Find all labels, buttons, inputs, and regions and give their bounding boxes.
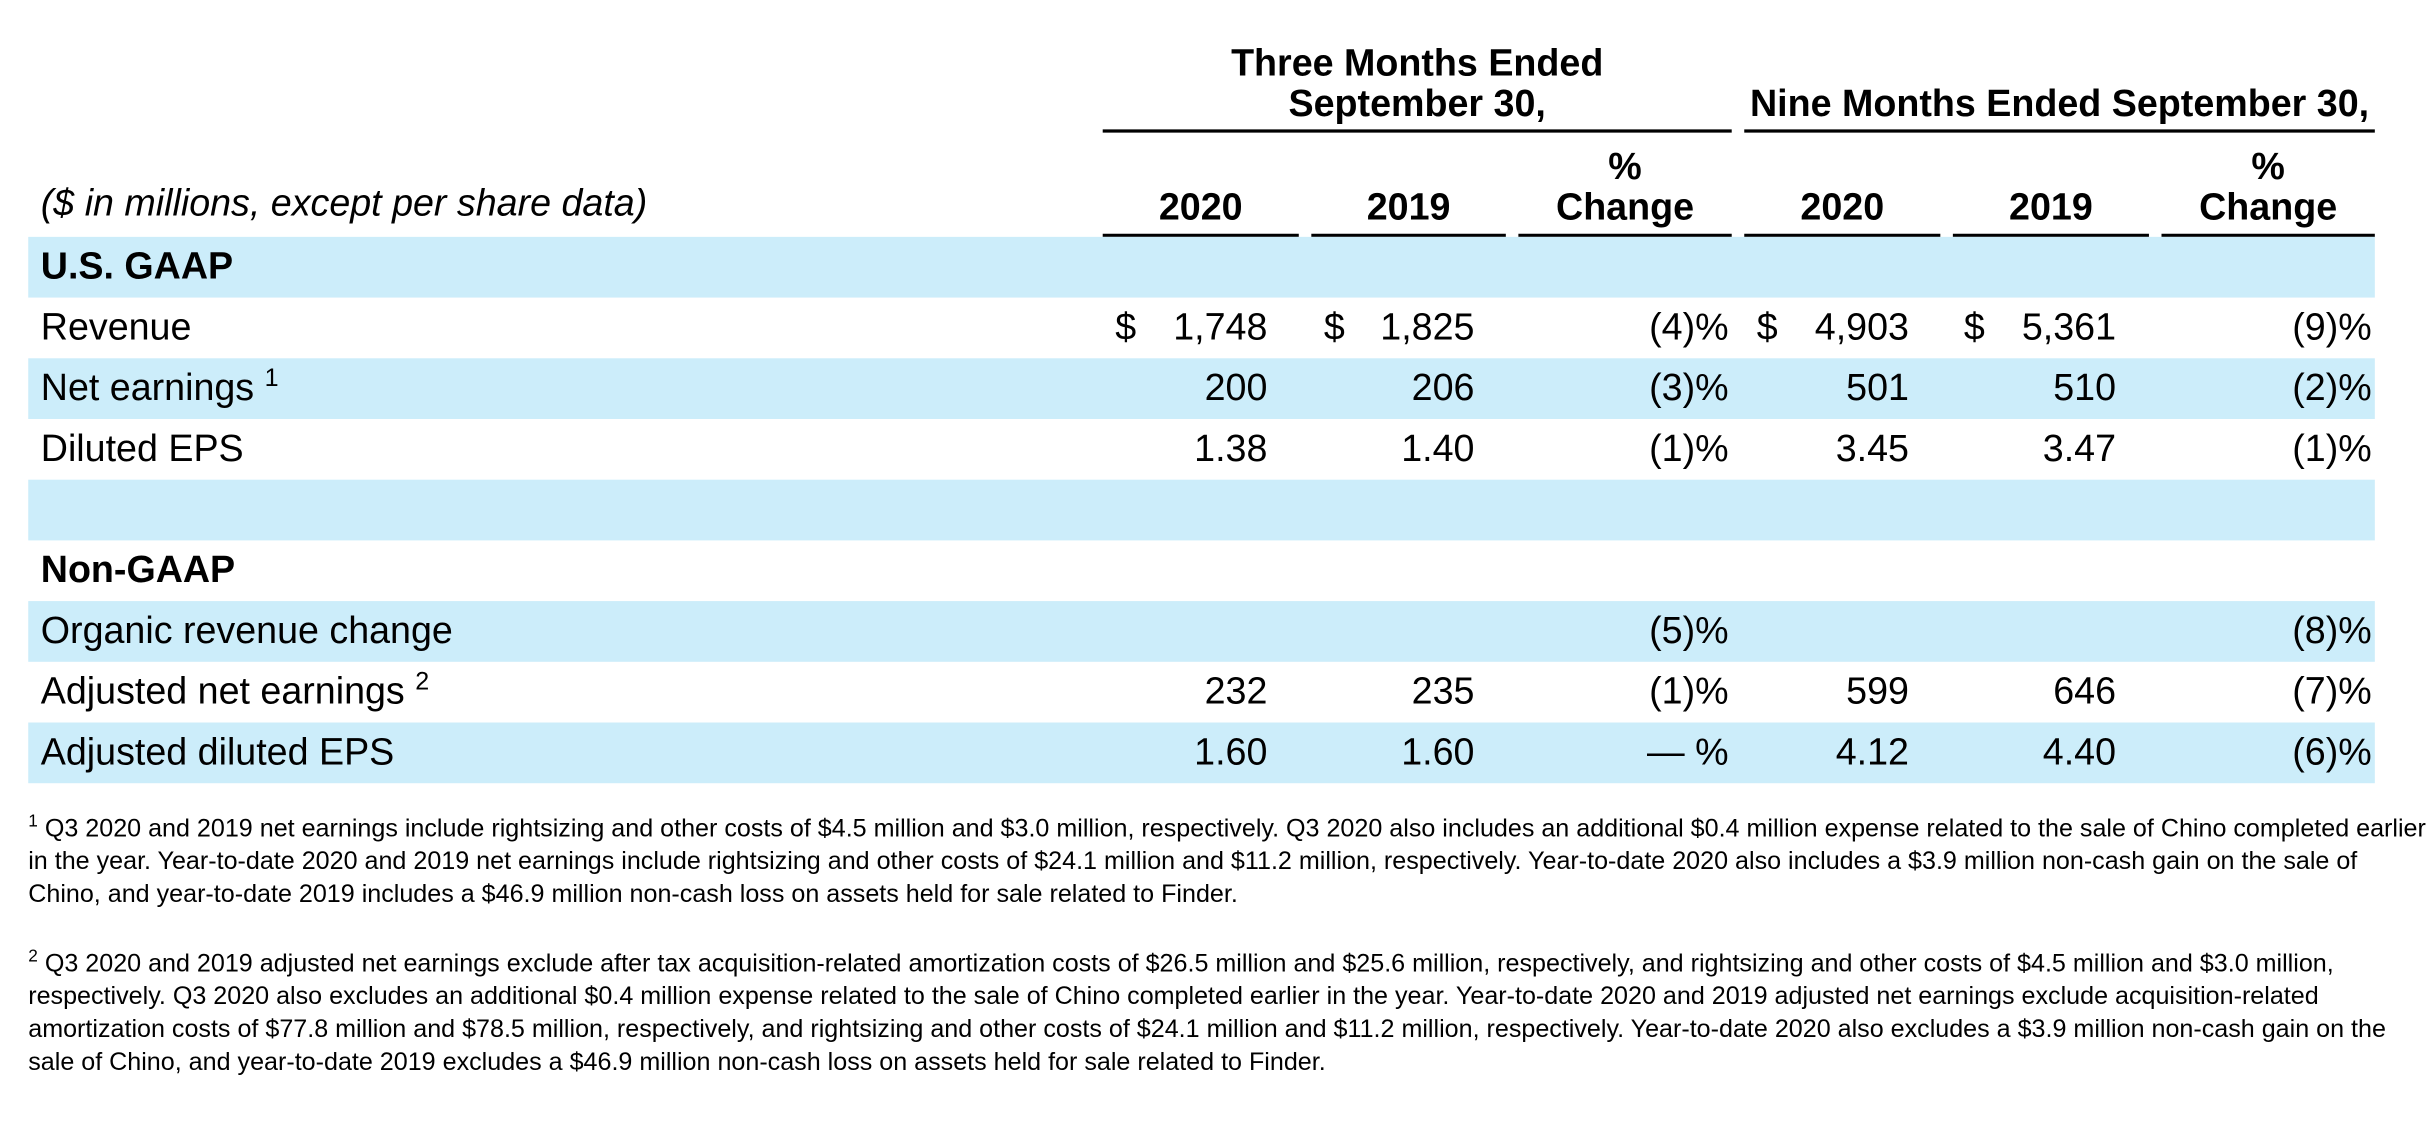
row-label-text: Revenue <box>41 305 192 347</box>
row-label: Adjusted diluted EPS <box>41 730 395 772</box>
cell-value: 3.45 <box>1836 427 1909 469</box>
cell-value: 4,903 <box>1815 305 1909 347</box>
row-band <box>28 236 2375 298</box>
currency-sign: $ <box>1115 305 1136 347</box>
group-header-box: Nine Months Ended September 30, <box>1743 35 2377 126</box>
column-header-wrap: 2020 <box>1107 135 1295 229</box>
footnote-ref: 1 <box>265 364 279 392</box>
group-header: Three Months Ended September 30, <box>1231 42 1604 126</box>
row-label: Adjusted net earnings 2 <box>41 667 429 711</box>
cell-value: 206 <box>1412 366 1475 408</box>
cell-value: (1)% <box>1649 670 1728 712</box>
footnote-ref: 2 <box>415 667 429 695</box>
column-header: 2019 <box>1366 186 1451 230</box>
row-band <box>28 601 2375 662</box>
footnote: 1 Q3 2020 and 2019 net earnings include … <box>28 806 2428 912</box>
row-label: Diluted EPS <box>41 427 244 469</box>
column-header: 2020 <box>1158 186 1243 230</box>
footnote-text: Q3 2020 and 2019 net earnings include ri… <box>28 816 2426 909</box>
cell-value: (7)% <box>2292 670 2371 712</box>
column-header-box: 2020 <box>1748 135 1936 229</box>
group-header-wrap: Three Months Ended September 30, <box>1166 35 1668 126</box>
cell-value: 599 <box>1846 670 1909 712</box>
footnote: 2 Q3 2020 and 2019 adjusted net earnings… <box>28 941 2428 1080</box>
cell-value: 3.47 <box>2043 427 2116 469</box>
row-band <box>28 722 2375 784</box>
currency-sign: $ <box>1757 305 1778 347</box>
column-header: 2019 <box>2009 186 2093 230</box>
column-header: % Change <box>2199 145 2338 230</box>
column-header-box: 2020 <box>1107 135 1295 229</box>
cell-value: (2)% <box>2292 366 2371 408</box>
row-label: Net earnings 1 <box>41 364 279 408</box>
row-label-text: Adjusted diluted EPS <box>41 730 395 772</box>
column-header-box: % Change <box>2193 135 2344 229</box>
column-header-wrap: % Change <box>2193 135 2344 229</box>
footnote-text: Q3 2020 and 2019 adjusted net earnings e… <box>28 951 2386 1077</box>
group-header-wrap: Nine Months Ended September 30, <box>1743 35 2377 126</box>
cell-value: (8)% <box>2292 609 2371 651</box>
footnote-box: 2 Q3 2020 and 2019 adjusted net earnings… <box>28 941 2428 1080</box>
column-header: 2020 <box>1800 186 1885 230</box>
cell-value: 235 <box>1412 670 1475 712</box>
cell-value: 510 <box>2053 366 2116 408</box>
row-label-text: Organic revenue change <box>41 609 453 651</box>
cell-value: 232 <box>1205 670 1268 712</box>
column-header-wrap: 2019 <box>1957 135 2145 229</box>
cell-value: 1.38 <box>1194 427 1267 469</box>
cell-value: 1.40 <box>1401 427 1474 469</box>
cell-value: 4.40 <box>2043 730 2116 772</box>
cell-value: 1.60 <box>1401 730 1474 772</box>
row-label-text: Adjusted net earnings <box>41 670 405 712</box>
cell-value: 5,361 <box>2022 305 2116 347</box>
footnote-marker: 2 <box>28 947 38 967</box>
row-label: Organic revenue change <box>41 609 453 651</box>
cell-value: 1,825 <box>1380 305 1474 347</box>
cell-value: 1,748 <box>1173 305 1267 347</box>
currency-sign: $ <box>1324 305 1345 347</box>
column-header-wrap: 2020 <box>1748 135 1936 229</box>
column-header-box: 2019 <box>1957 135 2145 229</box>
cell-value: (1)% <box>1649 427 1728 469</box>
unit-note: ($ in millions, except per share data) <box>41 181 647 223</box>
cell-value: — % <box>1647 730 1729 772</box>
cell-value: 501 <box>1846 366 1909 408</box>
row-label-text: Net earnings <box>41 366 254 408</box>
footnote-box: 1 Q3 2020 and 2019 net earnings include … <box>28 806 2428 912</box>
cell-value: 1.60 <box>1194 730 1267 772</box>
cell-value: (9)% <box>2292 305 2371 347</box>
cell-value: (4)% <box>1649 305 1728 347</box>
section-title: Non-GAAP <box>41 548 235 590</box>
row-label-text: Diluted EPS <box>41 427 244 469</box>
cell-value: (5)% <box>1649 609 1728 651</box>
footnote-marker: 1 <box>28 812 38 832</box>
currency-sign: $ <box>1964 305 1985 347</box>
section-title: U.S. GAAP <box>41 245 233 287</box>
column-header: % Change <box>1556 145 1695 230</box>
cell-value: 200 <box>1205 366 1268 408</box>
cell-value: (6)% <box>2292 730 2371 772</box>
cell-value: (3)% <box>1649 366 1728 408</box>
group-header: Nine Months Ended September 30, <box>1749 83 2370 126</box>
column-header-wrap: 2019 <box>1314 135 1502 229</box>
column-header-box: 2019 <box>1314 135 1502 229</box>
cell-value: (1)% <box>2292 427 2371 469</box>
cell-value: 4.12 <box>1836 730 1909 772</box>
column-header-box: % Change <box>1550 135 1701 229</box>
row-band <box>28 358 2375 419</box>
row-band <box>28 479 2375 541</box>
group-header-box: Three Months Ended September 30, <box>1166 35 1668 126</box>
row-label: Revenue <box>41 305 192 347</box>
column-header-wrap: % Change <box>1550 135 1701 229</box>
cell-value: 646 <box>2053 670 2116 712</box>
